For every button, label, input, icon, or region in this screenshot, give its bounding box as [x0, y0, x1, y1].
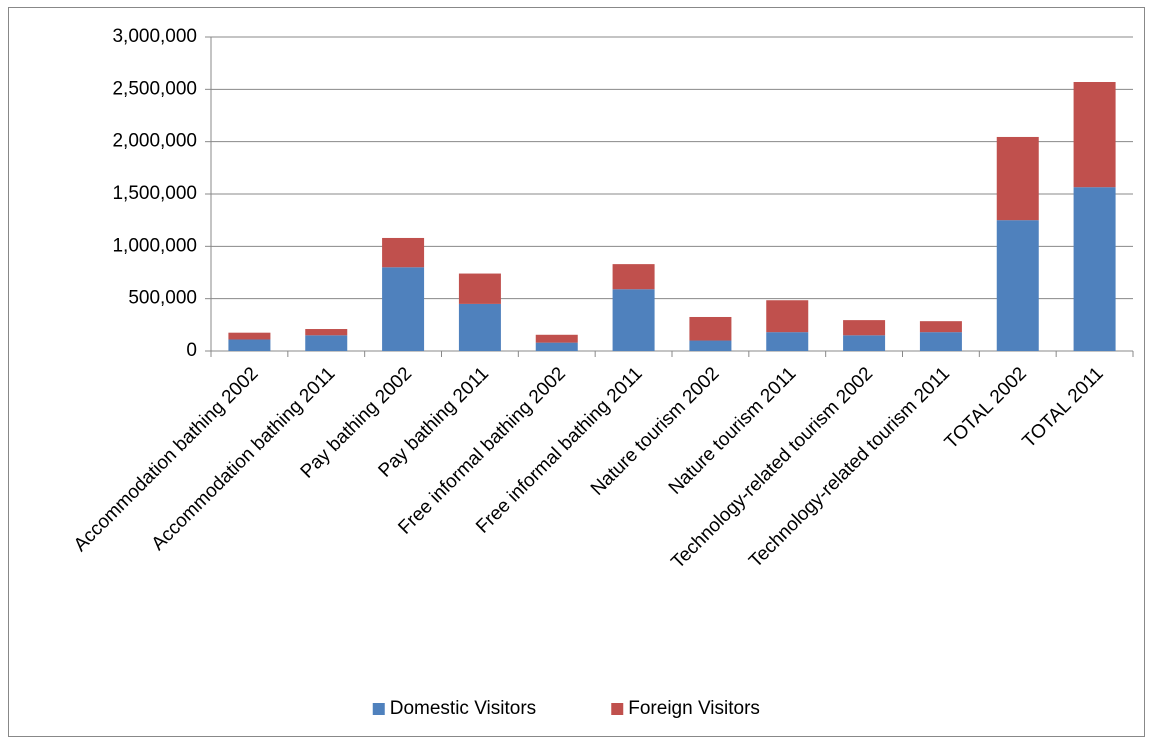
bar-segment [382, 237, 425, 268]
bar-segment [843, 320, 886, 336]
bar-segment [843, 335, 886, 351]
bar-segment [1073, 187, 1116, 351]
bar-segment [919, 332, 962, 351]
bar-segment [458, 273, 501, 304]
bar-segment [305, 329, 348, 336]
legend-swatch [611, 703, 624, 715]
bar-segment [766, 300, 809, 333]
y-tick-label: 500,000 [128, 288, 197, 309]
bar-segment [612, 264, 655, 290]
bar-segment [766, 332, 809, 351]
legend-label: Foreign Visitors [628, 698, 760, 719]
bar-segment [228, 339, 271, 351]
bar-segment [1073, 82, 1116, 188]
bar-segment [689, 316, 732, 341]
y-tick-label: 1,000,000 [112, 235, 197, 256]
bar-segment [535, 342, 578, 351]
legend-swatch [372, 703, 385, 715]
bar-segment [382, 267, 425, 351]
bar-segment [612, 289, 655, 351]
y-tick-label: 2,500,000 [112, 78, 197, 99]
y-tick-label: 1,500,000 [112, 183, 197, 204]
bar-segment [689, 340, 732, 351]
y-tick-label: 3,000,000 [112, 26, 197, 47]
bar-segment [228, 332, 271, 340]
legend-label: Domestic Visitors [390, 698, 536, 719]
bar-segment [996, 220, 1039, 351]
chart-border [8, 7, 1145, 737]
bar-segment [996, 136, 1039, 221]
y-tick-label: 2,000,000 [112, 131, 197, 152]
bar-segment [535, 334, 578, 343]
bar-segment [305, 335, 348, 351]
y-tick-label: 0 [186, 340, 197, 361]
bar-segment [919, 321, 962, 333]
bar-segment [458, 303, 501, 351]
